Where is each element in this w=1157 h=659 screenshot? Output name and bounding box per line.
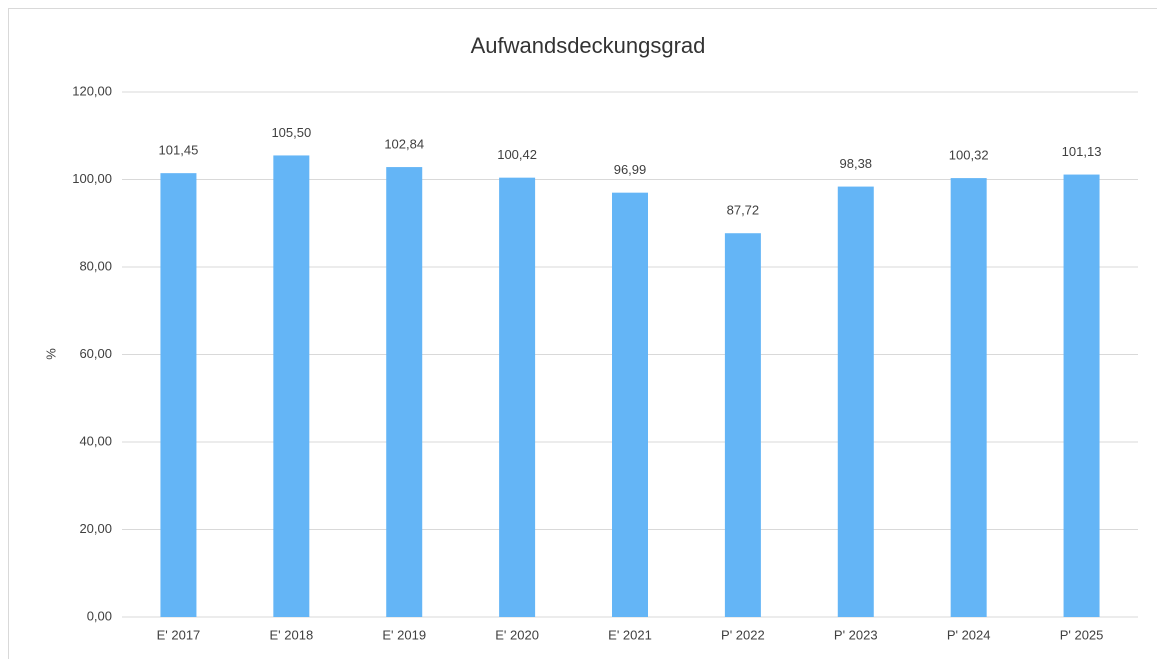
- value-label: 101,45: [159, 143, 199, 158]
- y-tick-label: 100,00: [72, 171, 112, 186]
- x-tick-label: P' 2023: [834, 627, 878, 642]
- bar: [1063, 174, 1100, 617]
- y-tick-label: 0,00: [87, 608, 112, 623]
- bar: [499, 177, 536, 617]
- value-label: 101,13: [1062, 144, 1102, 159]
- y-tick-label: 20,00: [79, 521, 112, 536]
- value-label: 102,84: [384, 137, 424, 152]
- y-tick-label: 80,00: [79, 258, 112, 273]
- value-label: 96,99: [614, 162, 647, 177]
- bar: [612, 192, 648, 617]
- value-label: 105,50: [271, 125, 311, 140]
- x-tick-label: E' 2018: [269, 627, 313, 642]
- x-tick-label: P' 2022: [721, 627, 765, 642]
- value-label: 100,32: [949, 148, 989, 163]
- bar: [386, 167, 423, 617]
- x-tick-label: P' 2025: [1060, 627, 1104, 642]
- x-tick-label: P' 2024: [947, 627, 991, 642]
- x-tick-label: E' 2021: [608, 627, 652, 642]
- y-tick-label: 40,00: [79, 433, 112, 448]
- bar: [724, 233, 761, 617]
- bar: [160, 173, 197, 617]
- y-tick-label: 120,00: [72, 83, 112, 98]
- bar: [273, 155, 310, 617]
- y-axis-label: %: [43, 348, 58, 360]
- bar: [950, 178, 987, 617]
- y-tick-label: 60,00: [79, 346, 112, 361]
- value-label: 98,38: [840, 156, 873, 171]
- x-tick-label: E' 2019: [382, 627, 426, 642]
- value-label: 87,72: [727, 203, 760, 218]
- chart-title: Aufwandsdeckungsgrad: [471, 33, 706, 58]
- x-tick-label: E' 2020: [495, 627, 539, 642]
- x-tick-label: E' 2017: [157, 627, 201, 642]
- value-label: 100,42: [497, 147, 537, 162]
- bar: [837, 186, 874, 617]
